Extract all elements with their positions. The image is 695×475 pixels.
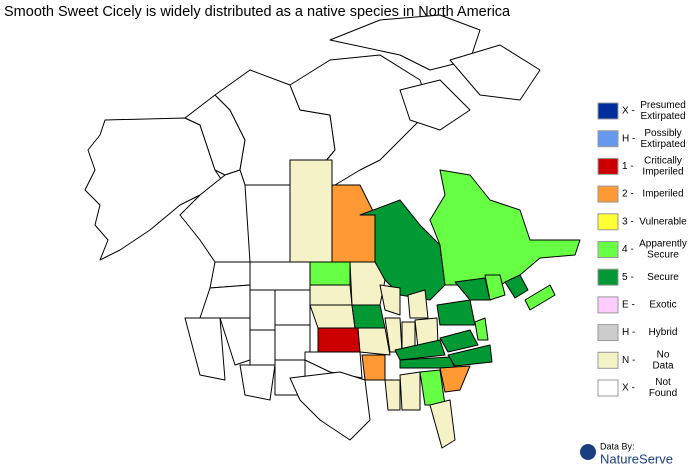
legend-code: H - [622, 327, 635, 338]
credit-prefix: Data By: [600, 441, 635, 451]
legend-label: No [657, 349, 670, 360]
legend-swatch [597, 379, 619, 397]
legend-label: Found [649, 388, 677, 399]
legend-label: Imperiled [642, 189, 683, 200]
legend-swatch [597, 241, 619, 258]
legend-label: Presumed [640, 100, 686, 111]
legend-label: Vulnerable [639, 216, 687, 227]
legend-label: Extirpated [640, 139, 685, 150]
legend-label: Hybrid [649, 327, 678, 338]
legend-code: 4 - [622, 244, 634, 255]
credit: Data By: NatureServe [580, 441, 673, 466]
legend-swatch [597, 130, 619, 148]
legend-code: 2 - [622, 189, 634, 200]
legend-swatch [597, 268, 619, 286]
legend-label: Data [652, 360, 674, 371]
legend-label: Imperiled [642, 167, 683, 178]
legend-label: Secure [647, 272, 679, 283]
legend-label: Exotic [649, 300, 676, 311]
legend-code: H - [622, 133, 635, 144]
legend-swatch [597, 157, 619, 175]
legend-swatch [597, 351, 619, 369]
map [84, 14, 581, 449]
title: Smooth Sweet Cicely is widely distribute… [4, 4, 511, 20]
legend-label: Apparently [639, 239, 687, 250]
legend-code: N - [622, 355, 635, 366]
legend-label: Not [655, 377, 671, 388]
legend-code: X - [622, 106, 635, 117]
legend-label: Extirpated [640, 111, 685, 122]
legend-swatch [597, 296, 619, 314]
legend-swatch [597, 185, 619, 203]
legend-swatch [597, 324, 619, 342]
credit-logo [580, 444, 596, 460]
legend-code: 3 - [622, 216, 634, 227]
legend-code: 5 - [622, 272, 634, 283]
legend-label: Critically [644, 156, 682, 167]
legend-code: X - [622, 383, 635, 394]
legend-code: E - [622, 300, 635, 311]
credit-name: NatureServe [600, 451, 673, 466]
legend-swatch [597, 102, 619, 120]
legend-label: Secure [647, 250, 679, 261]
legend-code: 1 - [622, 161, 634, 172]
legend-swatch [597, 213, 619, 231]
legend-label: Possibly [644, 128, 681, 139]
